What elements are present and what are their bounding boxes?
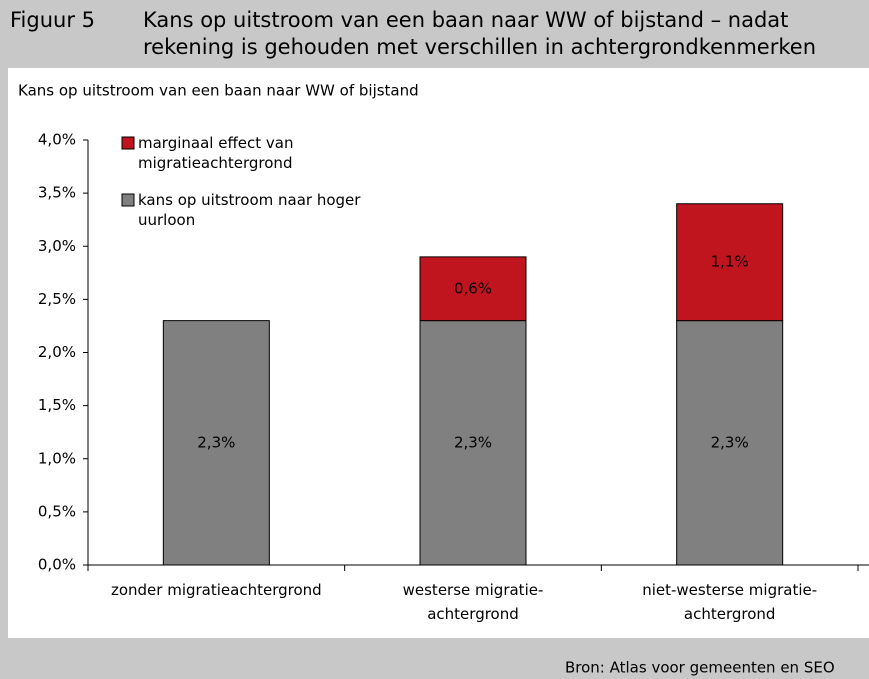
legend-label: kans op uitstroom naar hoger uurloon bbox=[138, 191, 361, 229]
data-label: 0,6% bbox=[454, 279, 492, 297]
bar-segment bbox=[419, 320, 527, 566]
legend-swatch bbox=[121, 193, 135, 207]
source: Bron: Atlas voor gemeenten en SEO bbox=[565, 659, 835, 677]
data-label: 2,3% bbox=[197, 433, 235, 451]
y-tick-label: 3,0% bbox=[38, 237, 76, 255]
data-label: 1,1% bbox=[711, 253, 749, 271]
legend-label: marginaal effect van migratieachtergrond bbox=[138, 134, 294, 172]
y-tick-label: 0,0% bbox=[38, 556, 76, 574]
x-tick-label: zonder migratieachtergrond bbox=[111, 581, 322, 599]
y-tick-label: 1,5% bbox=[38, 396, 76, 414]
chart-title: Kans op uitstroom van een baan naar WW o… bbox=[143, 8, 788, 32]
bar-segment bbox=[676, 320, 784, 566]
y-axis-title: Kans op uitstroom van een baan naar WW o… bbox=[18, 82, 419, 100]
data-label: 2,3% bbox=[454, 433, 492, 451]
y-tick-label: 4,0% bbox=[38, 131, 76, 149]
y-tick-label: 2,5% bbox=[38, 290, 76, 308]
bar-segment bbox=[419, 256, 527, 322]
bar-segment bbox=[162, 320, 270, 566]
y-tick-label: 0,5% bbox=[38, 502, 76, 520]
bar-segment bbox=[676, 203, 784, 322]
x-tick-label: niet-westerse migratie-achtergrond bbox=[642, 581, 817, 623]
y-tick-label: 2,0% bbox=[38, 343, 76, 361]
chart-title: rekening is gehouden met verschillen in … bbox=[143, 35, 816, 59]
y-tick-label: 3,5% bbox=[38, 184, 76, 202]
x-tick-label: westerse migratie-achtergrond bbox=[403, 581, 544, 623]
data-label: 2,3% bbox=[711, 433, 749, 451]
y-tick-label: 1,0% bbox=[38, 449, 76, 467]
legend-swatch bbox=[121, 136, 135, 150]
figure-label: Figuur 5 bbox=[10, 8, 95, 32]
